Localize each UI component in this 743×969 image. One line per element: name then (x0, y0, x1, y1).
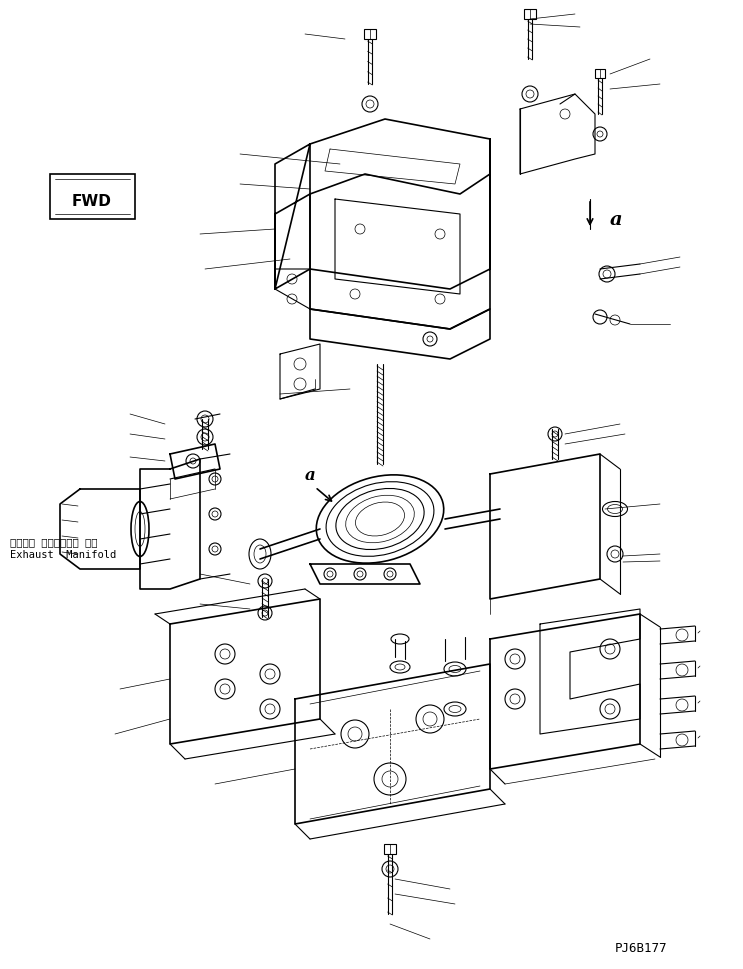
Text: FWD: FWD (72, 195, 112, 209)
Bar (595, 70, 605, 78)
Bar (524, 10, 536, 20)
Text: PJ6B177: PJ6B177 (615, 941, 667, 954)
Bar (384, 844, 396, 854)
Bar (364, 30, 376, 40)
Text: a: a (305, 466, 316, 484)
Text: a: a (610, 211, 623, 229)
Bar (50, 174, 135, 220)
Text: エキゾー ストマニホー ルド: エキゾー ストマニホー ルド (10, 537, 97, 547)
Text: Exhaust  Manifold: Exhaust Manifold (10, 549, 116, 559)
